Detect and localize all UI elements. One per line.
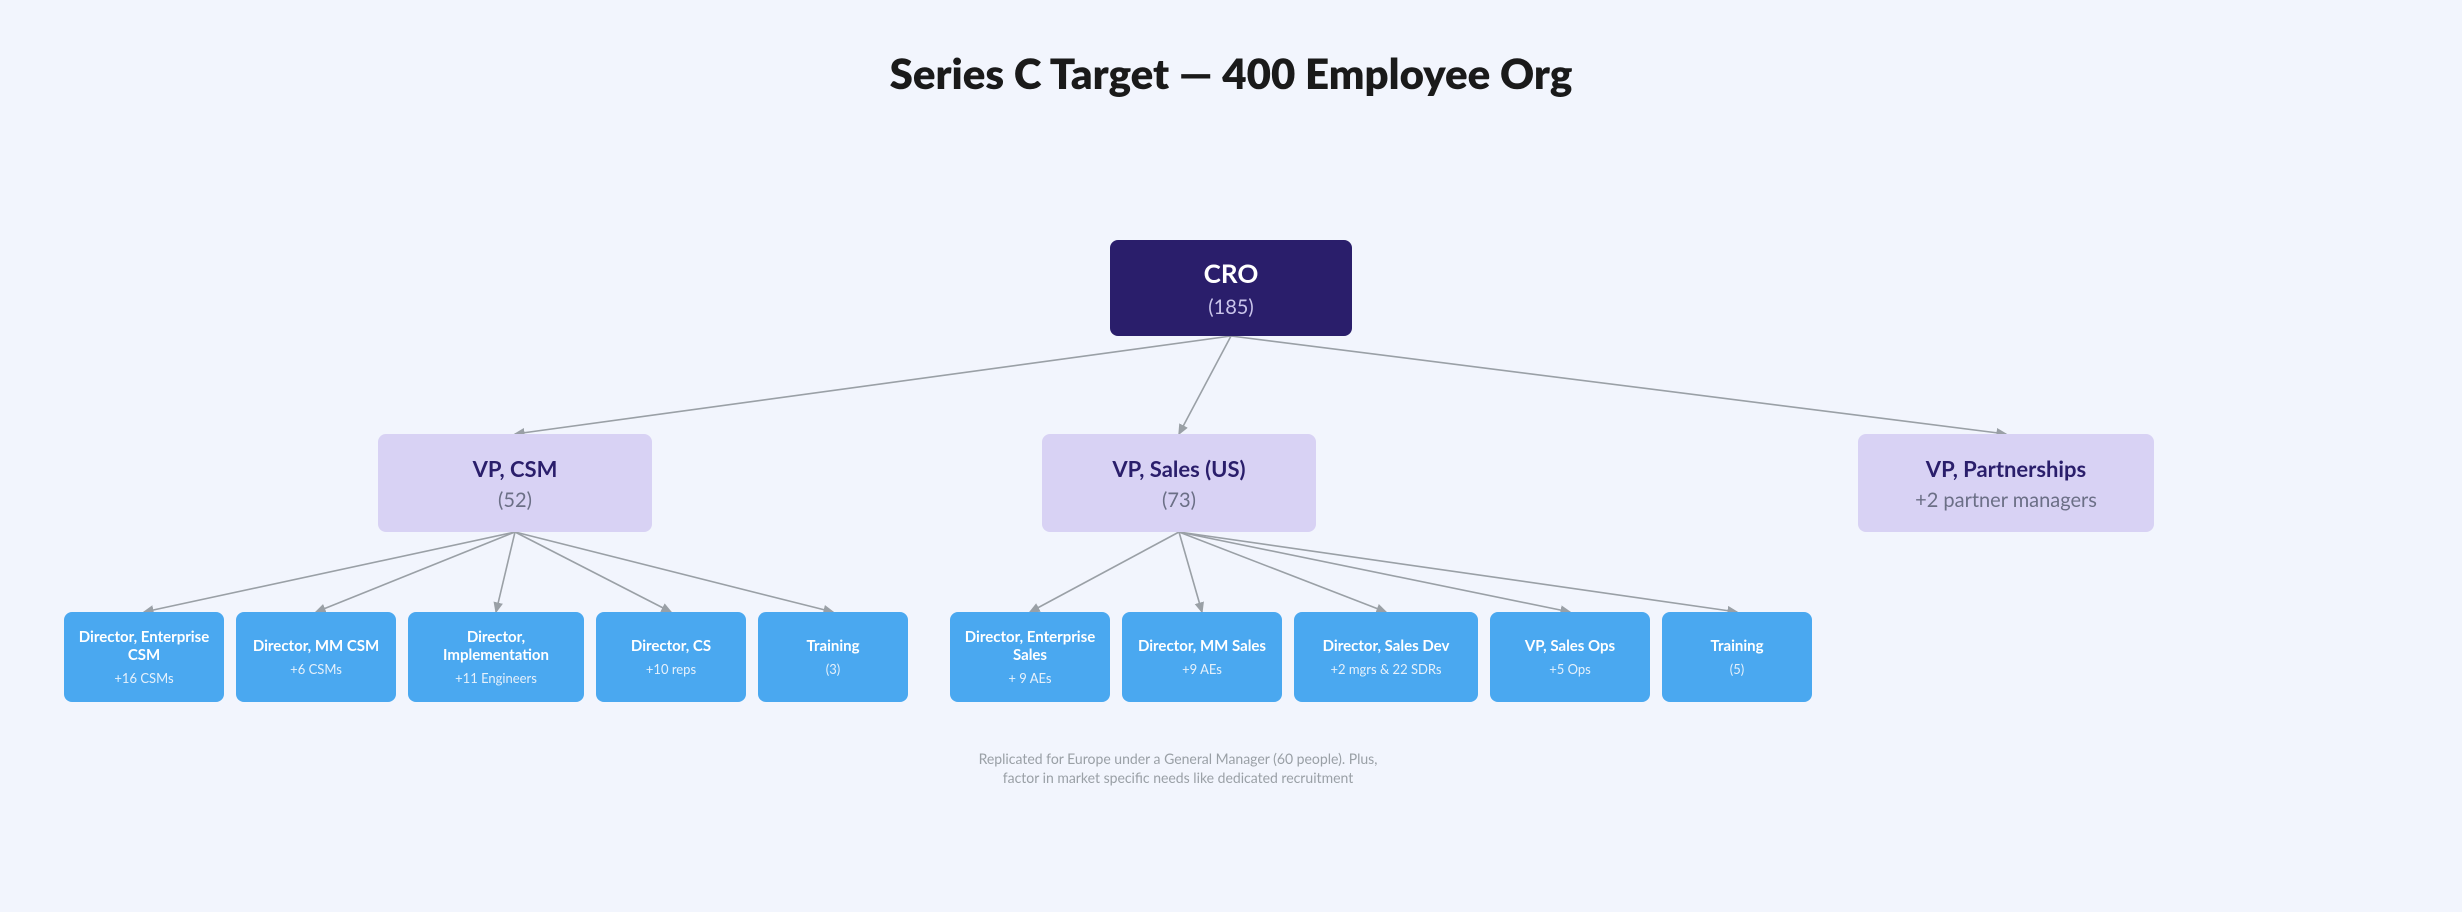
edge-vp_sales-s5 bbox=[1179, 532, 1737, 612]
org-node-role: Director, Enterprise Sales bbox=[964, 628, 1096, 664]
org-node-sub: + 9 AEs bbox=[1008, 670, 1051, 686]
org-node-role: VP, CSM bbox=[473, 455, 558, 482]
org-node-sub: +6 CSMs bbox=[290, 661, 342, 677]
org-node-vp_csm: VP, CSM (52) bbox=[378, 434, 652, 532]
chart-title: Series C Target — 400 Employee Org bbox=[0, 48, 2462, 98]
org-node-csm3: Director, Implementation +11 Engineers bbox=[408, 612, 584, 702]
org-node-role: Director, Enterprise CSM bbox=[78, 628, 210, 664]
footnote: Replicated for Europe under a General Ma… bbox=[968, 750, 1388, 788]
org-node-csm4: Director, CS +10 reps bbox=[596, 612, 746, 702]
org-node-s5: Training (5) bbox=[1662, 612, 1812, 702]
edge-vp_sales-s2 bbox=[1179, 532, 1202, 612]
edge-cro-vp_part bbox=[1231, 336, 2006, 434]
edge-cro-vp_csm bbox=[515, 336, 1231, 434]
org-node-csm1: Director, Enterprise CSM +16 CSMs bbox=[64, 612, 224, 702]
edge-vp_sales-s4 bbox=[1179, 532, 1570, 612]
org-node-sub: (52) bbox=[498, 488, 532, 512]
org-node-sub: +9 AEs bbox=[1182, 661, 1222, 677]
org-node-vp_part: VP, Partnerships +2 partner managers bbox=[1858, 434, 2154, 532]
org-node-role: VP, Sales Ops bbox=[1525, 637, 1615, 655]
org-node-s2: Director, MM Sales +9 AEs bbox=[1122, 612, 1282, 702]
org-node-sub: +2 partner managers bbox=[1915, 488, 2097, 512]
org-node-role: Training bbox=[1710, 637, 1763, 655]
org-node-s3: Director, Sales Dev +2 mgrs & 22 SDRs bbox=[1294, 612, 1478, 702]
org-node-role: VP, Sales (US) bbox=[1112, 455, 1245, 482]
org-node-sub: (5) bbox=[1730, 661, 1744, 677]
org-node-role: Director, Sales Dev bbox=[1323, 637, 1450, 655]
org-node-sub: +16 CSMs bbox=[114, 670, 173, 686]
org-node-csm5: Training (3) bbox=[758, 612, 908, 702]
org-node-role: Director, MM Sales bbox=[1138, 637, 1266, 655]
org-node-vp_sales: VP, Sales (US) (73) bbox=[1042, 434, 1316, 532]
org-node-sub: (185) bbox=[1208, 295, 1253, 319]
org-node-s4: VP, Sales Ops +5 Ops bbox=[1490, 612, 1650, 702]
edge-cro-vp_sales bbox=[1179, 336, 1231, 434]
org-node-cro: CRO (185) bbox=[1110, 240, 1352, 336]
org-node-sub: +5 Ops bbox=[1549, 661, 1591, 677]
org-node-role: VP, Partnerships bbox=[1926, 455, 2086, 482]
edge-vp_sales-s1 bbox=[1030, 532, 1179, 612]
org-node-s1: Director, Enterprise Sales + 9 AEs bbox=[950, 612, 1110, 702]
org-node-sub: (73) bbox=[1162, 488, 1196, 512]
org-chart-canvas: Series C Target — 400 Employee Org CRO (1… bbox=[0, 0, 2462, 912]
org-node-sub: (3) bbox=[826, 661, 840, 677]
org-node-role: Director, CS bbox=[631, 637, 711, 655]
edge-vp_csm-csm2 bbox=[316, 532, 515, 612]
org-node-sub: +11 Engineers bbox=[455, 670, 537, 686]
org-node-csm2: Director, MM CSM +6 CSMs bbox=[236, 612, 396, 702]
org-node-role: Director, MM CSM bbox=[253, 637, 379, 655]
org-node-role: Director, Implementation bbox=[422, 628, 570, 664]
org-node-sub: +2 mgrs & 22 SDRs bbox=[1330, 661, 1441, 677]
edge-vp_sales-s3 bbox=[1179, 532, 1386, 612]
org-node-sub: +10 reps bbox=[646, 661, 696, 677]
org-node-role: CRO bbox=[1204, 257, 1259, 289]
edge-vp_csm-csm5 bbox=[515, 532, 833, 612]
org-node-role: Training bbox=[806, 637, 859, 655]
edge-vp_csm-csm3 bbox=[496, 532, 515, 612]
edge-vp_csm-csm1 bbox=[144, 532, 515, 612]
edge-vp_csm-csm4 bbox=[515, 532, 671, 612]
